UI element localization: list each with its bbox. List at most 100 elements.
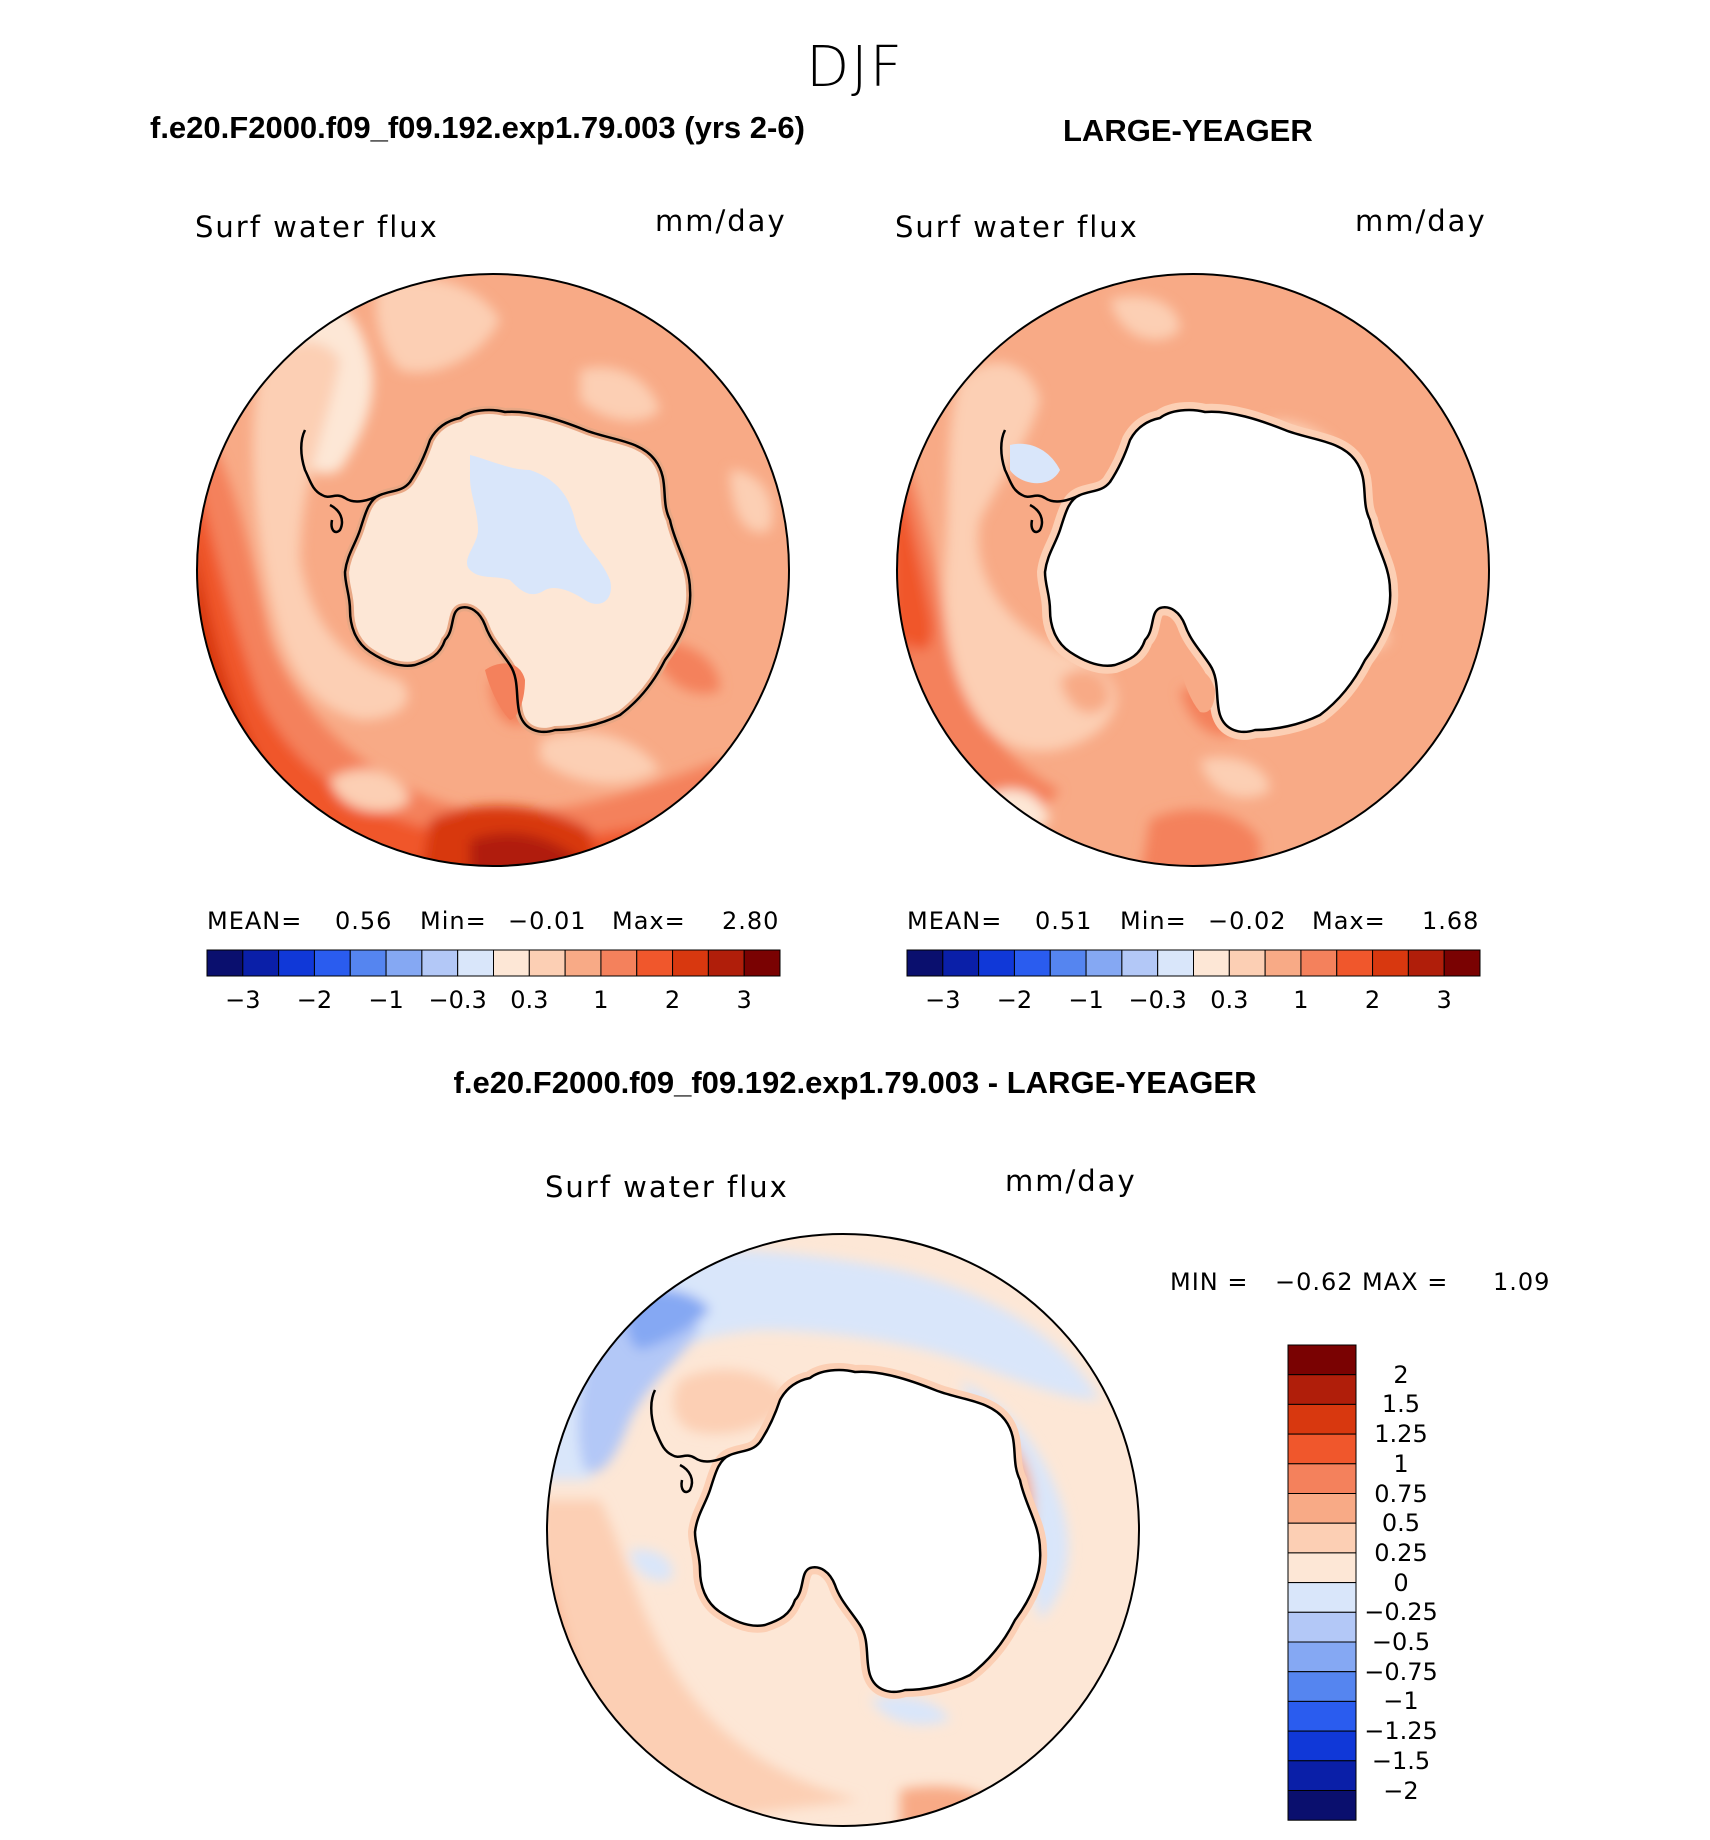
panel2-min-value: −0.02 [1208,907,1287,935]
difference-colorbar-tick: −0.5 [1371,1628,1431,1656]
panel3-max-label: MAX = [1362,1268,1449,1296]
panel1-colorbar-swatch [743,949,781,977]
panel2-title: LARGE-YEAGER [1063,113,1313,148]
panel1-colorbar-swatch [672,949,709,977]
panel1-variable-label: Surf water flux [195,210,439,244]
panel1-colorbar-swatch [242,949,280,977]
difference-colorbar-swatch [1287,1522,1357,1554]
panel3-title: f.e20.F2000.f09_f09.192.exp1.79.003 - LA… [453,1065,1257,1100]
panel2-colorbar-swatch [906,949,944,977]
panel2-colorbar-swatch [1264,949,1302,977]
difference-colorbar-swatch [1287,1790,1357,1821]
panel1-colorbar-tick: 0.3 [510,986,549,1014]
difference-colorbar-tick: −2 [1383,1776,1419,1805]
panel2-colorbar-tick: 1 [1293,986,1309,1014]
panel1-colorbar-tick: 2 [664,986,681,1014]
panel2-max-label: Max= [1312,907,1386,935]
difference-colorbar-tick: −0.75 [1364,1657,1438,1686]
panel3-units-label: mm/day [1005,1164,1137,1198]
panel1-colorbar-tick: 3 [736,986,752,1014]
difference-colorbar-tick: 1 [1393,1449,1409,1478]
season-title: DJF [806,35,904,100]
difference-colorbar-swatch [1287,1700,1357,1732]
panel2-max-value: 1.68 [1422,907,1480,935]
difference-colorbar [1287,1344,1357,1821]
panel2-colorbar-swatch [1336,949,1374,977]
panel2-variable-label: Surf water flux [895,210,1139,244]
difference-colorbar-tick: −0.25 [1364,1598,1438,1627]
difference-colorbar-tick: 2 [1393,1360,1409,1389]
difference-colorbar-swatch [1287,1641,1357,1673]
panel1-colorbar-swatch [707,949,745,977]
difference-colorbar-swatch [1287,1760,1357,1792]
difference-colorbar-tick: −1.25 [1364,1717,1438,1746]
panel1-colorbar-swatch [457,949,494,977]
panel2-mean-label: MEAN= [907,907,1003,935]
panel1-title: f.e20.F2000.f09_f09.192.exp1.79.003 (yrs… [150,110,805,145]
difference-colorbar-swatch [1287,1671,1357,1702]
panel1-colorbar-tick: −0.3 [428,986,487,1014]
panel2-colorbar-swatch [1443,949,1481,977]
difference-colorbar-swatch [1287,1582,1357,1613]
panel2-colorbar-swatch [1372,949,1409,977]
panel2-colorbar-swatch [1013,949,1051,977]
panel2-colorbar-tick: −3 [925,986,961,1014]
panel1-colorbar-tick: 1 [593,986,609,1014]
panel2-colorbar-swatch [1228,949,1266,977]
panel1-max-value: 2.80 [722,907,780,935]
panel2-min-label: Min= [1120,907,1187,935]
panel1-mean-value: 0.56 [335,907,393,935]
panel2-colorbar-swatch [1085,949,1123,977]
difference-colorbar-tick: −1.5 [1371,1746,1431,1775]
panel1-colorbar-swatch [600,949,638,977]
panel2-colorbar-tick: −2 [996,986,1033,1014]
panel1-mean-label: MEAN= [207,907,303,935]
difference-colorbar-swatch [1287,1344,1357,1376]
panel2-polar-map [896,273,1490,867]
difference-colorbar-swatch [1287,1374,1357,1405]
panel2-colorbar-swatch [1300,949,1338,977]
panel2-colorbar-tick: −1 [1068,986,1104,1014]
panel2-colorbar-tick: −0.3 [1128,986,1187,1014]
difference-colorbar-tick: 1.5 [1381,1390,1421,1419]
panel1-colorbar [206,949,781,977]
panel3-min-value: −0.62 [1275,1268,1354,1296]
panel1-colorbar-tick: −1 [368,986,404,1014]
panel2-colorbar-swatch [1049,949,1087,977]
panel2-colorbar-tick: 3 [1436,986,1452,1014]
panel1-min-value: −0.01 [508,907,587,935]
difference-colorbar-swatch [1287,1463,1357,1495]
difference-colorbar-tick: 0 [1393,1568,1409,1597]
panel1-colorbar-swatch [564,949,602,977]
panel1-max-label: Max= [612,907,686,935]
difference-colorbar-swatch [1287,1611,1357,1643]
difference-colorbar-tick: 1.25 [1374,1420,1428,1449]
panel2-colorbar-swatch [1121,949,1159,977]
panel1-min-label: Min= [420,907,487,935]
panel2-colorbar-swatch [1157,949,1194,977]
panel2-colorbar [906,949,1481,977]
panel1-colorbar-swatch [349,949,387,977]
difference-colorbar-swatch [1287,1493,1357,1524]
panel3-min-label: MIN = [1170,1268,1249,1296]
panel2-colorbar-swatch [1407,949,1445,977]
panel1-colorbar-swatch [278,949,315,977]
difference-colorbar-tick: −1 [1383,1687,1419,1716]
panel2-colorbar-tick: 0.3 [1210,986,1249,1014]
difference-colorbar-tick: 0.75 [1374,1479,1428,1508]
difference-colorbar-swatch [1287,1433,1357,1465]
panel3-max-value: 1.09 [1493,1268,1551,1296]
panel3-variable-label: Surf water flux [545,1170,789,1204]
panel1-colorbar-swatch [528,949,566,977]
panel2-colorbar-tick: 2 [1364,986,1381,1014]
panel1-units-label: mm/day [655,204,787,238]
panel2-units-label: mm/day [1355,204,1487,238]
panel1-colorbar-swatch [421,949,459,977]
panel2-colorbar-swatch [1193,949,1230,977]
difference-colorbar-tick: 0.25 [1374,1538,1428,1567]
panel2-colorbar-swatch [942,949,980,977]
panel1-colorbar-swatch [206,949,244,977]
difference-colorbar-swatch [1287,1552,1357,1584]
panel1-colorbar-tick: −3 [225,986,261,1014]
